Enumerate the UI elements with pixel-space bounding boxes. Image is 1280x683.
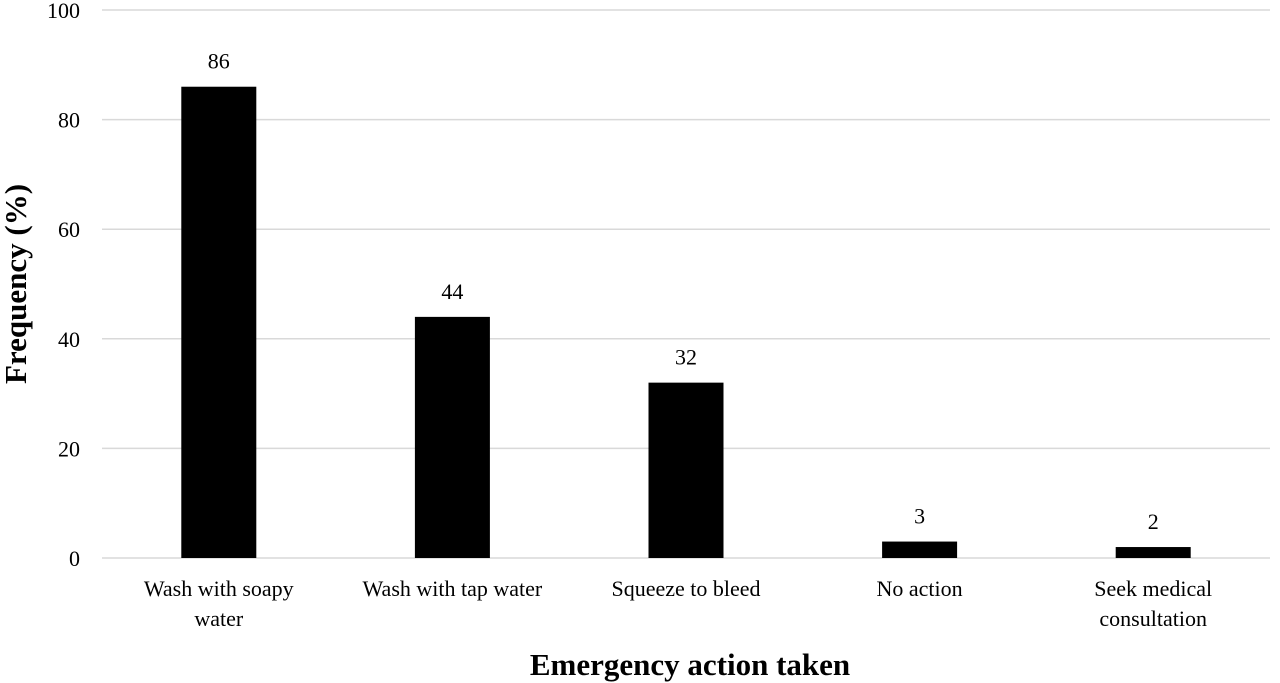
x-tick-label-line: consultation	[1099, 606, 1207, 631]
x-tick-label: Wash with soapy water	[144, 576, 294, 631]
x-tick-label: Seek medical consultation	[1094, 576, 1212, 631]
x-tick-label: Wash with tap water	[363, 576, 543, 601]
bar	[882, 541, 958, 558]
x-axis-title: Emergency action taken	[530, 647, 850, 682]
y-tick-label: 100	[47, 0, 80, 23]
x-tick-label-line: No action	[877, 576, 963, 601]
data-label: 86	[208, 49, 230, 74]
y-axis-title: Frequency (%)	[0, 184, 33, 384]
data-label: 44	[441, 279, 463, 304]
x-tick-label-line: Wash with soapy	[144, 576, 294, 601]
bar	[181, 86, 257, 558]
y-tick-label: 60	[58, 217, 80, 242]
bar	[414, 316, 490, 558]
bar	[648, 382, 724, 558]
y-tick-label: 40	[58, 327, 80, 352]
x-tick-label-line: Seek medical	[1094, 576, 1212, 601]
x-tick-label-line: Squeeze to bleed	[611, 576, 760, 601]
x-tick-label: Squeeze to bleed	[611, 576, 760, 601]
data-label: 3	[914, 504, 925, 529]
bars	[181, 86, 1191, 558]
bar	[1115, 547, 1191, 558]
y-tick-label: 80	[58, 108, 80, 133]
y-tick-label: 0	[69, 546, 80, 571]
x-tick-label: No action	[877, 576, 963, 601]
y-tick-label: 20	[58, 436, 80, 461]
x-axis-categories: Wash with soapy water Wash with tap water S…	[144, 576, 1212, 631]
x-tick-label-line: Wash with tap water	[363, 576, 543, 601]
x-tick-label-line: water	[194, 606, 244, 631]
data-label: 2	[1148, 509, 1159, 534]
y-axis-ticks: 0 20 40 60 80 100	[47, 0, 80, 571]
gridlines	[102, 9, 1270, 559]
data-label: 32	[675, 345, 697, 370]
